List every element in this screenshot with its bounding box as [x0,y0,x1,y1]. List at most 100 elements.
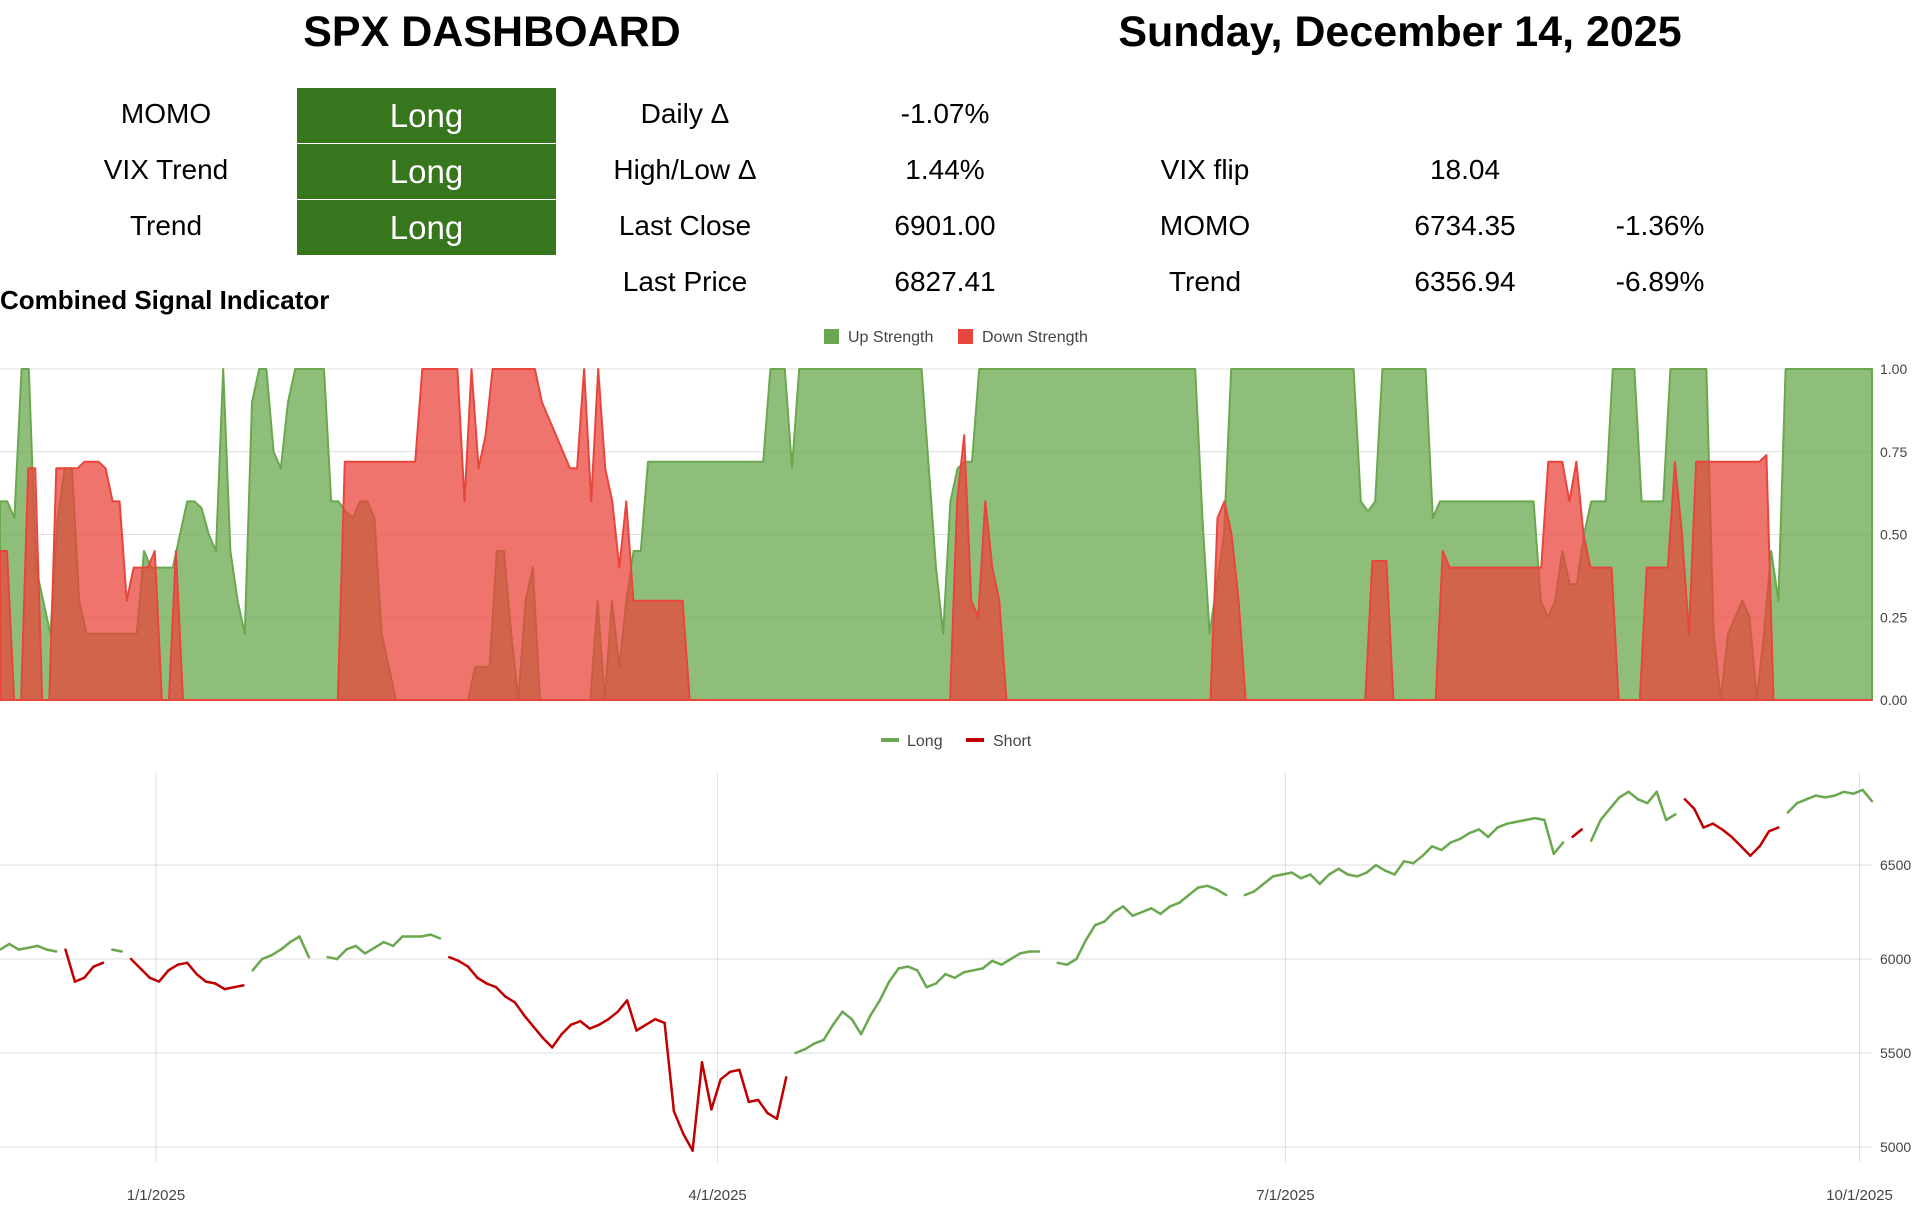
price-segment-long [1327,867,1340,876]
level-label-vix-flip: VIX flip [1160,154,1250,185]
price-segment-long [897,965,910,970]
price-segment-long [1290,871,1303,880]
price-segment-long [0,942,11,951]
level-value-vix-flip: 18.04 [1429,154,1501,185]
stat-label-last-close: Last Close [618,210,752,241]
signal-label-momo: MOMO [120,98,212,129]
price-segment-long [1505,820,1518,825]
price-segment-long [1861,788,1874,803]
price-segment-short [775,1076,788,1121]
price-segment-long [1346,873,1359,878]
price-segment-long [298,935,311,959]
section-title-combined-signal: Combined Signal Indicator [0,285,330,315]
level-pct-momo: -1.36% [1615,210,1705,241]
area-ytick-label: 1.00 [1880,361,1907,377]
price-segment-long [1515,818,1527,824]
price-segment-short [597,1017,610,1027]
price-segment-short [616,999,629,1013]
price-segment-long [1852,788,1864,795]
price-segment-short [569,1019,582,1027]
legend-label-down-strength: Down Strength [982,329,1088,346]
price-segment-short [644,1017,657,1027]
price-segment-long [391,935,404,948]
price-segment-long [794,1047,807,1055]
price-segment-short [522,1014,535,1028]
price-segment-short [607,1010,620,1021]
price-segment-short [1692,807,1705,829]
price-segment-short [588,1023,601,1030]
price-segment-long [1337,867,1350,876]
price-segment-long [26,944,39,950]
price-segment-long [1842,790,1855,795]
price-segment-long [1103,910,1116,923]
price-segment-short [448,955,460,963]
legend-swatch-up-strength [824,329,839,344]
price-segment-short [139,967,152,980]
line-ytick-label: 5000 [1880,1139,1911,1155]
price-segment-short [223,985,236,991]
price-segment-long [831,1010,844,1027]
price-segment-long [1196,884,1209,889]
price-segment-short [728,1068,741,1074]
price-segment-short [204,980,217,985]
price-segment-long [1402,860,1415,865]
line-xtick-label: 7/1/2025 [1256,1187,1314,1204]
price-segment-long [1252,882,1265,893]
price-segment-long [962,969,975,974]
price-segment-short [1749,845,1761,857]
level-value-trend: 6356.94 [1414,266,1516,297]
price-segment-long [1468,828,1481,835]
price-segment-short [64,948,77,983]
price-segment-long [1150,907,1162,916]
price-segment-long [1646,790,1658,805]
price-segment-short [73,976,86,983]
area-series-down-strength [0,368,1873,701]
price-segment-long [1168,901,1181,908]
price-segment-short [485,982,498,989]
price-segment-short [766,1111,779,1121]
price-segment-short [1739,845,1752,857]
price-segment-long [270,948,283,957]
price-segment-short [466,965,479,980]
level-value-momo: 6734.35 [1414,210,1516,241]
signal-badge-trend: Long [297,200,556,255]
dashboard-title: SPX DASHBOARD [303,8,681,56]
price-segment-long [1552,841,1565,856]
price-segment-short [1571,828,1584,839]
price-segment-long [326,955,339,961]
signal-badge-vix-trend: Long [297,144,556,199]
price-segment-long [1178,893,1190,904]
price-segment-short [756,1098,769,1115]
price-segment-long [1814,794,1827,799]
price-segment-long [1075,939,1088,961]
price-segment-long [1477,828,1490,839]
price-segment-long [1365,863,1378,874]
price-segment-short [672,1110,685,1136]
price-segment-short [148,976,161,983]
price-segment-short [560,1023,573,1036]
price-segment-long [1449,837,1462,844]
price-segment-short [1730,835,1743,848]
price-segment-long [1627,790,1640,801]
price-segment-long [1486,826,1499,839]
price-segment-short [1720,828,1733,839]
price-segment-long [859,1014,872,1036]
price-segment-long [373,940,386,950]
price-segment-long [363,946,376,955]
price-segment-long [1140,907,1153,914]
price-segment-long [1795,798,1808,805]
price-segment-long [260,954,273,961]
line-xtick-label: 10/1/2025 [1826,1187,1893,1204]
price-segment-short [541,1036,554,1049]
price-segment-long [419,933,432,938]
price-segment-short [494,985,507,998]
price-segment-long [803,1042,816,1051]
price-segment-long [36,944,49,951]
price-segment-short [476,976,488,985]
price-segment-long [1187,886,1200,897]
price-segment-long [354,944,367,955]
price-segment-long [1112,905,1125,914]
price-segment-long [111,948,123,953]
price-segment-long [1543,818,1556,856]
price-segment-long [981,959,994,970]
